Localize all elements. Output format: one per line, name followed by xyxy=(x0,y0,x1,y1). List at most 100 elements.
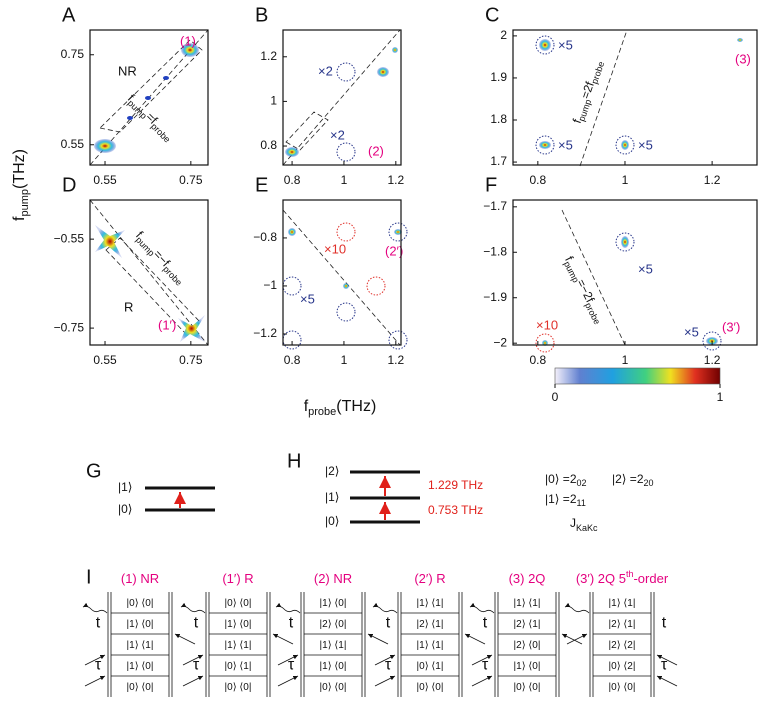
density-state: |0⟩ ⟨0| xyxy=(127,598,154,609)
circle xyxy=(336,222,356,242)
panel-label: E xyxy=(255,174,268,196)
signal-arrow xyxy=(372,602,398,614)
annotation: (3′) xyxy=(722,319,740,334)
y-tick-label: −1.8 xyxy=(483,244,507,258)
colorbar-label: 1 xyxy=(717,390,724,404)
t: probe xyxy=(308,406,336,418)
field-arrow xyxy=(471,675,493,687)
pathway-title: (3′) 2Q 5th-order xyxy=(576,569,669,586)
title-part: -order xyxy=(633,571,668,586)
circle xyxy=(336,142,356,162)
field-arrow xyxy=(84,654,106,666)
peaks xyxy=(89,29,743,353)
annotation: ×5 xyxy=(558,37,573,52)
panel-label: C xyxy=(485,4,499,26)
annotation: (2′) xyxy=(385,243,403,258)
t: f xyxy=(570,117,585,125)
density-state: |0⟩ ⟨0| xyxy=(514,682,541,693)
signal-arrow xyxy=(82,602,108,614)
annotation: (1) xyxy=(180,33,196,48)
diagonal-label: fpump=2fprobe xyxy=(570,58,607,126)
title-part: (1′) R xyxy=(222,571,253,586)
time-label: t xyxy=(662,615,667,632)
state-label: |2⟩ xyxy=(325,464,339,478)
density-state: |1⟩ ⟨0| xyxy=(127,661,154,672)
x-tick-label: 1.2 xyxy=(704,353,721,367)
panel-label: A xyxy=(62,4,76,26)
x-tick-label: 1 xyxy=(341,353,348,367)
t: KaKc xyxy=(576,523,598,533)
plot-frame xyxy=(282,29,402,166)
density-state: |0⟩ ⟨0| xyxy=(320,682,347,693)
peak xyxy=(163,76,169,80)
state-label: |0⟩ xyxy=(118,502,132,516)
density-state: |1⟩ ⟨1| xyxy=(609,598,636,609)
peak xyxy=(178,315,205,342)
density-state: |0⟩ ⟨0| xyxy=(127,682,154,693)
density-state: |1⟩ ⟨0| xyxy=(225,619,252,630)
state-label: |0⟩ xyxy=(325,514,339,528)
time-label: t xyxy=(483,615,488,632)
peak xyxy=(127,116,133,120)
x-tick-label: 0.55 xyxy=(93,353,117,367)
energy-levels: G |1⟩ |0⟩ H |2⟩ |1⟩ |0⟩ 1.229 THz 0.753 … xyxy=(86,450,654,533)
x-tick-label: 0.75 xyxy=(179,173,203,187)
density-state: |1⟩ ⟨0| xyxy=(320,598,347,609)
circle xyxy=(615,135,635,155)
y-tick-label: 0.75 xyxy=(61,47,85,61)
density-state: |2⟩ ⟨1| xyxy=(609,619,636,630)
peak xyxy=(343,283,349,289)
y-tick-label: 1.8 xyxy=(490,112,507,126)
circle xyxy=(535,333,555,353)
field-arrow xyxy=(174,633,196,645)
field-arrow xyxy=(182,675,204,687)
peak xyxy=(621,236,629,248)
x-tick-label: 0.8 xyxy=(284,353,301,367)
y-tick-label: 1.9 xyxy=(490,70,507,84)
plot-frame xyxy=(89,199,209,346)
peak xyxy=(94,139,116,153)
spectra: (1) NR fpump=fprobe ×2 ×2 (2) ×5 ×5 ×5 (… xyxy=(11,4,758,418)
signal-arrow xyxy=(275,602,301,614)
diagonal xyxy=(282,29,401,166)
assignment: |1⟩ =211 xyxy=(545,492,586,508)
peak xyxy=(288,228,296,236)
x-tick-label: 1 xyxy=(622,173,629,187)
annotation: ×5 xyxy=(300,291,315,306)
peak xyxy=(392,47,398,53)
box xyxy=(105,237,201,335)
field-arrow xyxy=(471,654,493,666)
peak xyxy=(539,141,551,149)
t: pump xyxy=(577,98,594,123)
t: 02 xyxy=(577,478,587,488)
circle xyxy=(615,232,635,252)
y-tick-label: 0.8 xyxy=(260,138,277,152)
density-state: |0⟩ ⟨0| xyxy=(609,682,636,693)
plot-frame xyxy=(89,29,209,166)
x-tick-label: 0.55 xyxy=(93,173,117,187)
annotation: ×2 xyxy=(330,127,345,142)
t: =−2f xyxy=(574,277,598,305)
t: (THz) xyxy=(336,398,376,415)
diagonal-label: fpump=−2fprobe xyxy=(560,254,608,326)
title-part: th xyxy=(626,569,634,579)
title-part: (1) NR xyxy=(121,571,159,586)
t: pump xyxy=(19,189,31,217)
peak xyxy=(737,38,743,42)
signal-arrow xyxy=(469,602,495,614)
assignment: |0⟩ =202 xyxy=(545,472,587,488)
transition-label: 1.229 THz xyxy=(428,478,483,492)
density-state: |0⟩ ⟨2| xyxy=(609,661,636,672)
t: probe xyxy=(583,301,602,326)
density-state: |1⟩ ⟨0| xyxy=(514,661,541,672)
density-state: |1⟩ ⟨0| xyxy=(127,619,154,630)
diagonal xyxy=(89,199,209,346)
x-tick-label: 1.2 xyxy=(387,173,404,187)
box xyxy=(285,111,329,151)
peak xyxy=(394,229,402,235)
field-arrow xyxy=(464,633,486,645)
annotation: (3) xyxy=(735,51,751,66)
time-label: τ xyxy=(193,657,200,674)
y-tick-label: −0.75 xyxy=(54,320,85,334)
field-arrow xyxy=(656,654,678,666)
